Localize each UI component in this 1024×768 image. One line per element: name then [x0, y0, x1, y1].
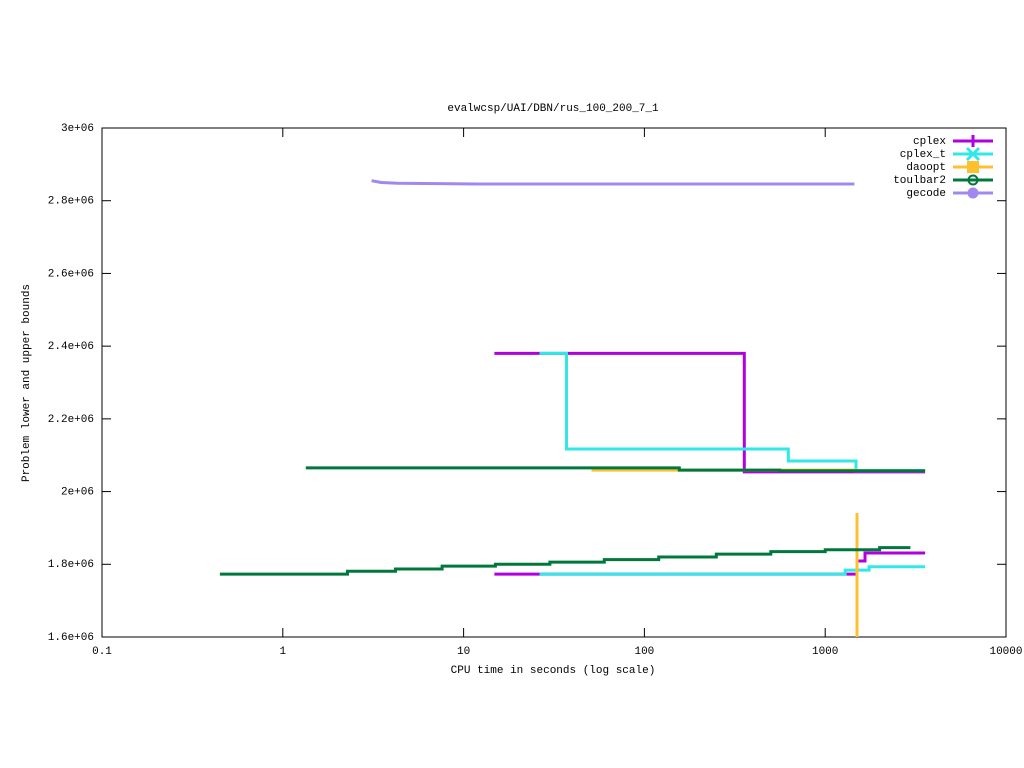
- y-tick-label: 2.2e+06: [48, 414, 94, 426]
- y-tick-label: 1.6e+06: [48, 632, 94, 644]
- legend-label: toulbar2: [893, 175, 946, 187]
- x-tick-label: 10: [457, 646, 470, 658]
- legend-marker: [967, 135, 979, 147]
- x-tick-label: 10000: [989, 646, 1022, 658]
- legend-marker: [967, 161, 979, 173]
- chart-title: evalwcsp/UAI/DBN/rus_100_200_7_1: [447, 103, 659, 115]
- y-tick-label: 2.6e+06: [48, 268, 94, 280]
- legend-label: cplex_t: [900, 149, 946, 161]
- legend-marker: [971, 178, 975, 182]
- x-tick-label: 100: [634, 646, 654, 658]
- legend-label: daoopt: [906, 162, 946, 174]
- legend-marker: [967, 187, 979, 199]
- y-tick-label: 3e+06: [61, 123, 94, 135]
- legend-marker: [965, 146, 981, 162]
- y-tick-label: 2.8e+06: [48, 196, 94, 208]
- x-tick-label: 1000: [812, 646, 838, 658]
- series-line: [219, 466, 926, 576]
- x-axis-label: CPU time in seconds (log scale): [451, 665, 656, 677]
- plot-frame: [101, 127, 1007, 638]
- series-line: [371, 179, 855, 186]
- y-tick-label: 1.8e+06: [48, 559, 94, 571]
- legend-label: cplex: [913, 136, 946, 148]
- legend-marker: [967, 174, 979, 186]
- y-tick-label: 2e+06: [61, 486, 94, 498]
- y-axis-label: Problem lower and upper bounds: [21, 284, 33, 482]
- y-tick-label: 2.4e+06: [48, 341, 94, 353]
- x-tick-label: 1: [279, 646, 286, 658]
- legend-label: gecode: [906, 188, 946, 200]
- x-tick-label: 0.1: [92, 646, 112, 658]
